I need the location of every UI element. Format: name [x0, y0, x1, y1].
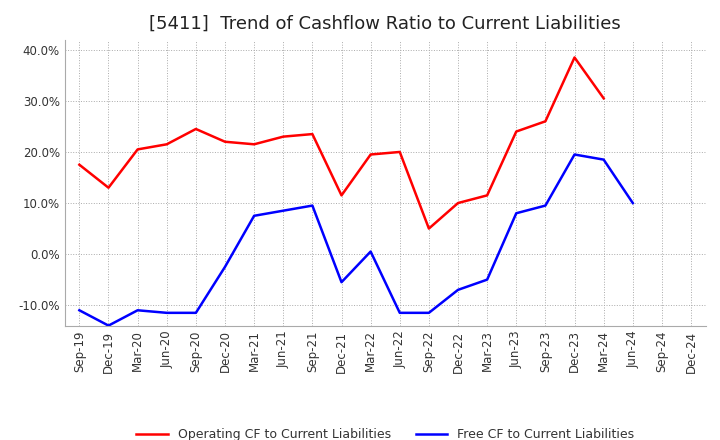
Free CF to Current Liabilities [250, 213, 258, 218]
Free CF to Current Liabilities [570, 152, 579, 157]
Operating CF to Current Liabilities [308, 132, 317, 137]
Line: Operating CF to Current Liabilities: Operating CF to Current Liabilities [79, 58, 603, 228]
Free CF to Current Liabilities [337, 279, 346, 285]
Operating CF to Current Liabilities [570, 55, 579, 60]
Operating CF to Current Liabilities [541, 119, 550, 124]
Operating CF to Current Liabilities [512, 129, 521, 134]
Free CF to Current Liabilities [395, 310, 404, 315]
Free CF to Current Liabilities [512, 211, 521, 216]
Operating CF to Current Liabilities [250, 142, 258, 147]
Free CF to Current Liabilities [192, 310, 200, 315]
Free CF to Current Liabilities [366, 249, 375, 254]
Free CF to Current Liabilities [454, 287, 462, 293]
Free CF to Current Liabilities [133, 308, 142, 313]
Operating CF to Current Liabilities [599, 95, 608, 101]
Line: Free CF to Current Liabilities: Free CF to Current Liabilities [79, 154, 633, 326]
Operating CF to Current Liabilities [395, 149, 404, 154]
Free CF to Current Liabilities [279, 208, 287, 213]
Free CF to Current Liabilities [541, 203, 550, 208]
Operating CF to Current Liabilities [454, 200, 462, 205]
Operating CF to Current Liabilities [192, 126, 200, 132]
Legend: Operating CF to Current Liabilities, Free CF to Current Liabilities: Operating CF to Current Liabilities, Fre… [131, 423, 639, 440]
Operating CF to Current Liabilities [279, 134, 287, 139]
Free CF to Current Liabilities [425, 310, 433, 315]
Operating CF to Current Liabilities [163, 142, 171, 147]
Free CF to Current Liabilities [599, 157, 608, 162]
Free CF to Current Liabilities [308, 203, 317, 208]
Free CF to Current Liabilities [220, 264, 229, 270]
Free CF to Current Liabilities [104, 323, 113, 328]
Title: [5411]  Trend of Cashflow Ratio to Current Liabilities: [5411] Trend of Cashflow Ratio to Curren… [149, 15, 621, 33]
Operating CF to Current Liabilities [104, 185, 113, 191]
Operating CF to Current Liabilities [133, 147, 142, 152]
Free CF to Current Liabilities [163, 310, 171, 315]
Operating CF to Current Liabilities [337, 193, 346, 198]
Free CF to Current Liabilities [75, 308, 84, 313]
Free CF to Current Liabilities [483, 277, 492, 282]
Operating CF to Current Liabilities [425, 226, 433, 231]
Operating CF to Current Liabilities [220, 139, 229, 144]
Operating CF to Current Liabilities [366, 152, 375, 157]
Free CF to Current Liabilities [629, 200, 637, 205]
Operating CF to Current Liabilities [483, 193, 492, 198]
Operating CF to Current Liabilities [75, 162, 84, 167]
